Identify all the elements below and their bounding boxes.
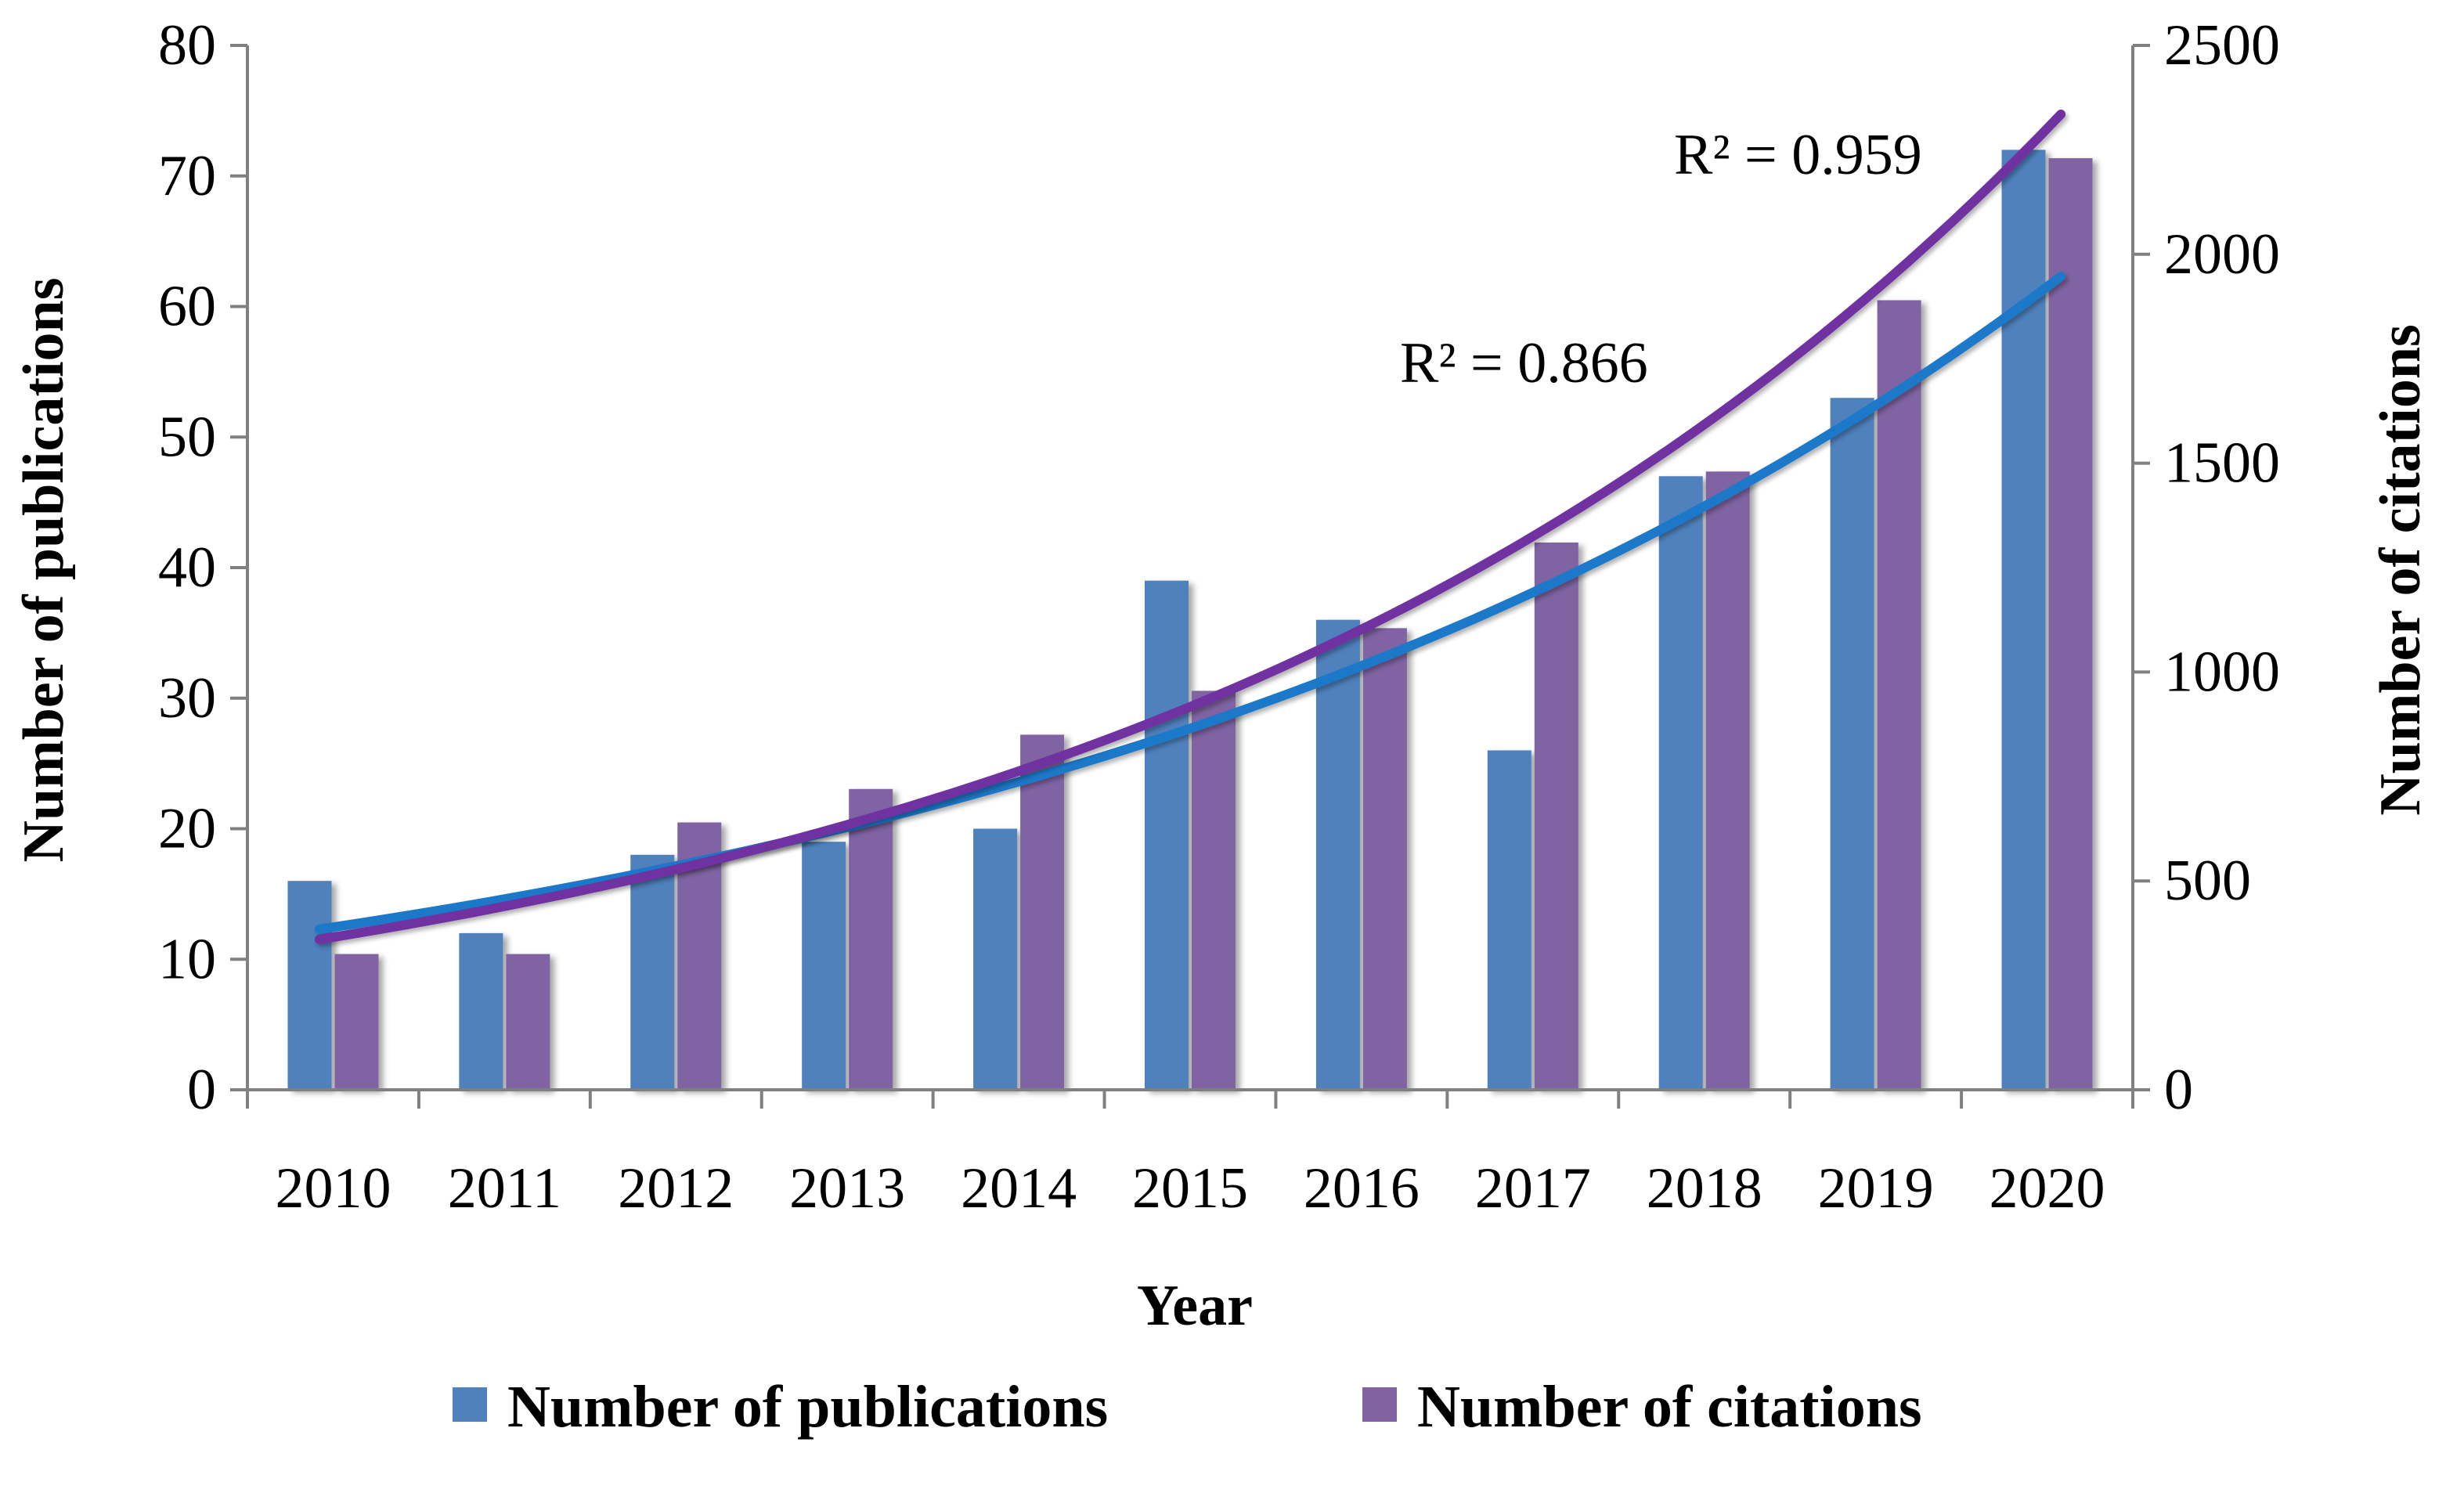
right-tick-label-1000: 1000 <box>2164 640 2280 704</box>
x-tick-label-2017: 2017 <box>1475 1156 1591 1221</box>
x-axis-title: Year <box>1137 1274 1253 1338</box>
left-tick-label-20: 20 <box>158 797 216 861</box>
left-tick-label-60: 60 <box>158 275 216 339</box>
citations-bar-2017 <box>1534 542 1578 1090</box>
legend: Number of publications Number of citation… <box>453 1374 1922 1440</box>
publications-bar-2010 <box>287 881 332 1090</box>
citations-bar-2019 <box>1877 300 1921 1091</box>
left-tick-label-50: 50 <box>158 405 216 469</box>
legend-label-citations: Number of citations <box>1417 1374 1922 1440</box>
r2-annotation-publications: R² = 0.866 <box>1400 331 1648 395</box>
publications-trendline <box>314 272 2066 934</box>
x-tick-label-2012: 2012 <box>618 1156 734 1221</box>
publications-bar-2018 <box>1658 476 1703 1090</box>
x-tick-label-2019: 2019 <box>1818 1156 1934 1221</box>
x-tick-label-2018: 2018 <box>1647 1156 1762 1221</box>
left-tick-label-80: 80 <box>158 13 216 78</box>
right-tick-label-0: 0 <box>2164 1058 2193 1122</box>
left-y-axis-title: Number of publications <box>12 278 76 863</box>
right-y-axis-title: Number of citations <box>2368 324 2433 816</box>
x-tick-label-2015: 2015 <box>1132 1156 1248 1221</box>
axes-layer <box>230 44 2150 1109</box>
trendlines-layer <box>314 110 2066 944</box>
labels-layer: 0 10 20 30 40 50 60 70 80 0 500 1000 1500 2000 2500 201… <box>12 13 2433 1338</box>
citations-bar-2013 <box>849 788 893 1090</box>
publications-bar-2013 <box>802 842 846 1090</box>
legend-swatch-publications <box>453 1387 487 1422</box>
citations-bar-2020 <box>2048 158 2093 1090</box>
right-tick-label-2000: 2000 <box>2164 222 2280 287</box>
citations-bar-2010 <box>334 954 379 1090</box>
publications-bar-2019 <box>1830 398 1874 1091</box>
left-tick-label-10: 10 <box>158 927 216 991</box>
r2-annotation-citations: R² = 0.959 <box>1674 123 1922 187</box>
right-tick-label-1500: 1500 <box>2164 431 2280 496</box>
left-tick-label-40: 40 <box>158 536 216 600</box>
left-tick-label-70: 70 <box>158 144 216 208</box>
right-tick-label-2500: 2500 <box>2164 13 2280 78</box>
x-tick-label-2016: 2016 <box>1304 1156 1420 1221</box>
bars-layer <box>287 150 2093 1091</box>
citations-bar-2014 <box>1020 734 1065 1090</box>
x-tick-label-2013: 2013 <box>789 1156 905 1221</box>
publications-bar-2016 <box>1315 619 1360 1090</box>
x-tick-label-2014: 2014 <box>961 1156 1077 1221</box>
publications-bar-2017 <box>1487 750 1531 1090</box>
x-tick-label-2010: 2010 <box>275 1156 391 1221</box>
citations-bar-2018 <box>1705 471 1750 1090</box>
left-tick-label-0: 0 <box>187 1058 216 1122</box>
citations-bar-2015 <box>1192 691 1236 1090</box>
publications-bar-2011 <box>459 932 503 1090</box>
right-tick-label-500: 500 <box>2164 849 2251 913</box>
legend-swatch-citations <box>1362 1387 1397 1422</box>
citations-bar-2016 <box>1362 628 1407 1090</box>
x-tick-label-2020: 2020 <box>1990 1156 2105 1221</box>
publications-bar-2014 <box>973 828 1018 1090</box>
citations-bar-2011 <box>506 954 550 1090</box>
citations-trendline <box>314 110 2066 944</box>
publications-bar-2015 <box>1145 580 1189 1090</box>
publications-bar-2012 <box>630 854 675 1090</box>
left-tick-label-30: 30 <box>158 666 216 730</box>
x-tick-label-2011: 2011 <box>448 1156 561 1221</box>
legend-label-publications: Number of publications <box>507 1374 1108 1440</box>
